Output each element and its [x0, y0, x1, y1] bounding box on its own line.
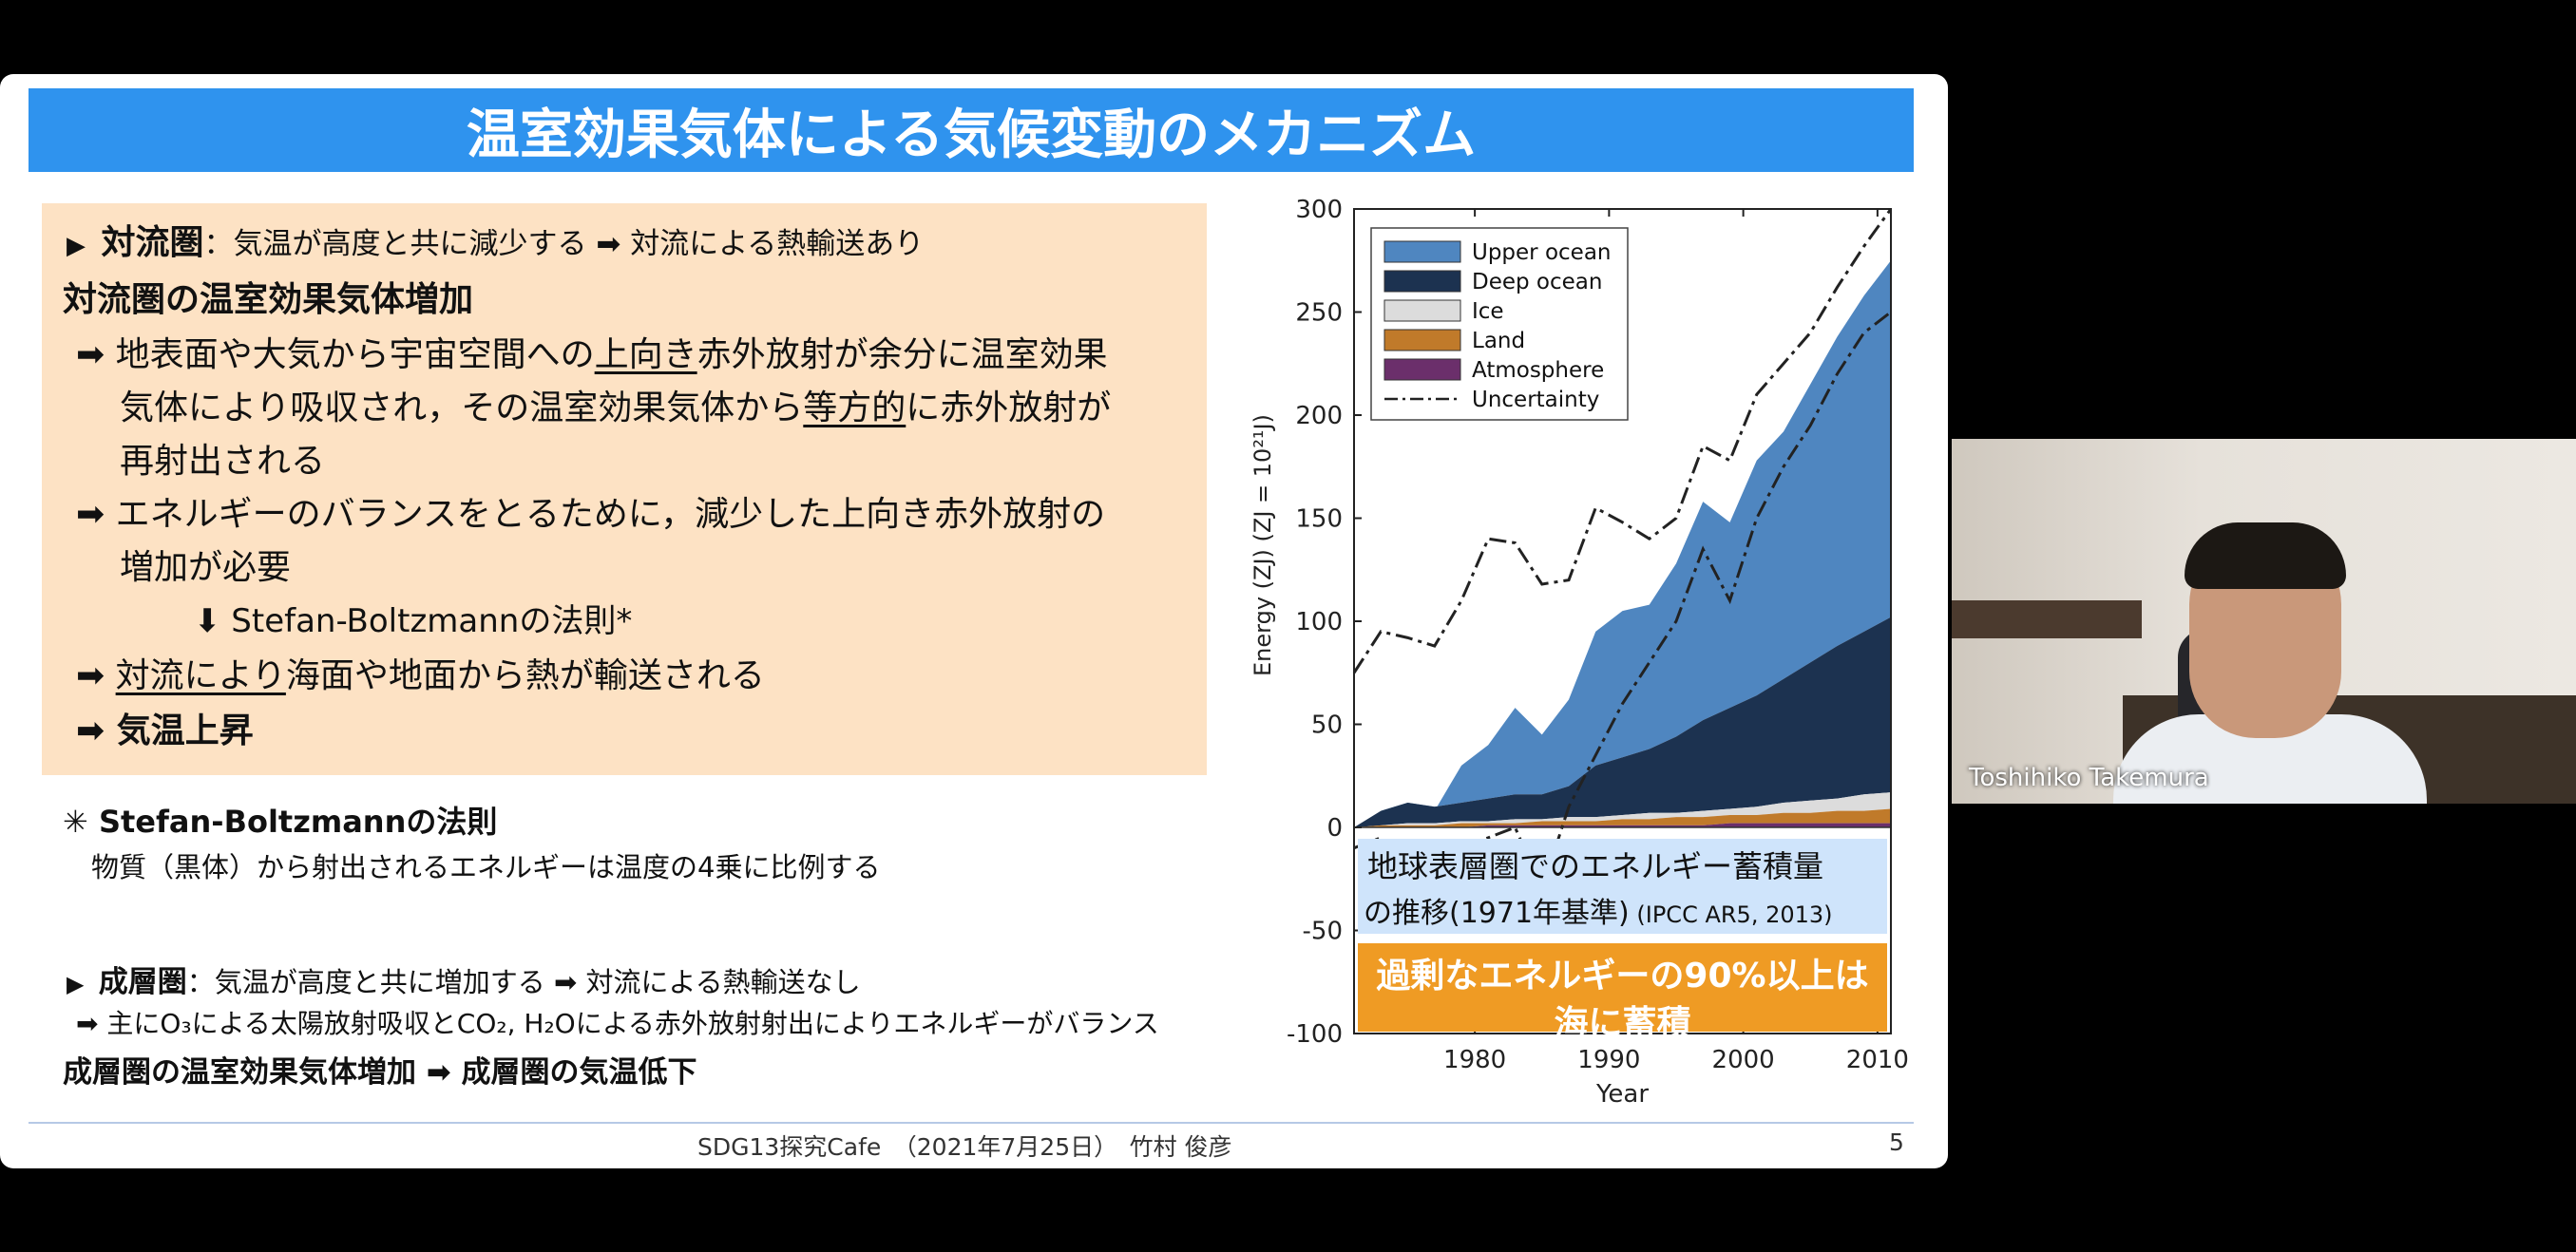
- annotation-orange-box: [1358, 943, 1887, 1032]
- area-atmosphere: [1354, 823, 1891, 827]
- underlined-text: 上向き: [594, 335, 697, 374]
- text: 赤外放射が余分に温室効果: [696, 335, 1108, 374]
- y-tick-label: 0: [1326, 814, 1343, 843]
- stratosphere-label: 成層圏: [98, 965, 187, 999]
- arrow-item-1-line1: ➡ 地表面や大気から宇宙空間への上向き赤外放射が余分に温室効果: [76, 327, 1108, 376]
- page-number: 5: [1889, 1129, 1904, 1156]
- legend-swatch: [1383, 299, 1461, 322]
- uncertainty-upper-line: [1352, 208, 1893, 674]
- x-tick-label: 2000: [1712, 1046, 1775, 1074]
- y-axis-label: Energy (ZJ) (ZJ = 10²¹J): [1250, 414, 1276, 676]
- y-tick-label: 150: [1295, 505, 1343, 534]
- area-deep-ocean: [1354, 617, 1891, 827]
- stratosphere-desc: ：気温が高度と共に増加する ➡ 対流による熱輸送なし: [186, 966, 861, 998]
- legend-label: Atmosphere: [1472, 358, 1604, 383]
- stratosphere-balance: ➡ 主にO₃による太陽放射吸収とCO₂, H₂Oによる赤外放射射出によりエネルギ…: [76, 1008, 1159, 1039]
- text: 海面や地面から熱が輸送される: [285, 656, 765, 695]
- video-person-hair: [2185, 522, 2346, 589]
- y-tick-label: -100: [1287, 1020, 1343, 1049]
- area-upper-ocean: [1354, 260, 1891, 827]
- arrow-item-2-line1: ➡ エネルギーのバランスをとるために，減少した上向き赤外放射の: [76, 486, 1105, 536]
- arrow-item-4: ➡ 気温上昇: [76, 703, 254, 752]
- arrow-right-icon: ➡: [76, 335, 105, 374]
- footer-center: SDG13探究Cafe （2021年7月25日） 竹村 俊彦: [697, 1133, 1232, 1161]
- x-tick-label: 1990: [1577, 1046, 1640, 1074]
- arrow-item-3: ➡ 対流により海面や地面から熱が輸送される: [76, 648, 765, 697]
- stefan-boltzmann-arrow: ⬇ Stefan-Boltzmannの法則*: [194, 602, 633, 640]
- energy-accumulation-chart: 300 250 200 150 100 50 0 -50 -100 1980 1990 2000 201…: [1250, 196, 1909, 1109]
- bullet-icon: ▶: [67, 232, 102, 260]
- arrow-right-icon: ➡: [76, 711, 105, 750]
- area-ice: [1354, 792, 1891, 827]
- arrow-right-icon: ➡: [76, 656, 105, 695]
- x-tick-label: 2010: [1846, 1046, 1909, 1074]
- x-tick-label: 1980: [1443, 1046, 1506, 1074]
- slide-title: 温室効果気体による気候変動のメカニズム: [29, 88, 1914, 172]
- text: 地表面や大気から宇宙空間への: [115, 335, 595, 374]
- annotation-blue-box: [1358, 839, 1887, 934]
- presentation-slide: 温室効果気体による気候変動のメカニズム ▶ 対流圏：気温が高度と共に減少する ➡…: [0, 74, 1948, 1168]
- text: 気体により吸収され，その温室効果気体から: [120, 389, 804, 427]
- x-axis-label: Year: [1595, 1080, 1649, 1109]
- arrow-right-icon: ➡: [76, 495, 105, 534]
- y-tick-label: 50: [1311, 711, 1343, 740]
- bullet-icon: ▶: [67, 971, 99, 997]
- arrow-item-1-line3: 再射出される: [120, 442, 326, 481]
- stratosphere-conclusion: 成層圏の温室効果気体増加 ➡ 成層圏の気温低下: [63, 1055, 697, 1090]
- legend-swatch: [1383, 270, 1461, 293]
- y-tick-label: 250: [1295, 299, 1343, 328]
- annotation-orange-line2: 海に蓄積: [1554, 1004, 1690, 1043]
- participant-video-tile[interactable]: Toshihiko Takemura: [1952, 439, 2576, 804]
- legend-label: Deep ocean: [1472, 270, 1602, 294]
- arrow-item-2-line2: 増加が必要: [120, 548, 292, 587]
- legend-swatch: [1383, 358, 1461, 381]
- troposphere-line: ▶ 対流圏：気温が高度と共に減少する ➡ 対流による熱輸送あり: [67, 215, 924, 264]
- area-land: [1354, 808, 1891, 827]
- troposphere-increase-heading: 対流圏の温室効果気体増加: [63, 280, 474, 319]
- stratosphere-line: ▶ 成層圏：気温が高度と共に増加する ➡ 対流による熱輸送なし: [67, 958, 861, 1000]
- legend-swatch: [1383, 329, 1461, 351]
- annotation-blue-line2: の推移(1971年基準) (IPCC AR5, 2013): [1364, 897, 1833, 930]
- y-tick-label: 100: [1295, 608, 1343, 636]
- underlined-text: 対流により: [115, 656, 286, 695]
- text: に赤外放射が: [906, 389, 1112, 427]
- note-heading: ✳ Stefan-Boltzmannの法則: [63, 804, 498, 840]
- troposphere-label: 対流圏: [101, 223, 204, 262]
- underlined-text: 等方的: [803, 389, 906, 427]
- participant-name: Toshihiko Takemura: [1969, 764, 2209, 792]
- text: 気温上昇: [116, 711, 254, 750]
- legend-label: Upper ocean: [1472, 240, 1612, 265]
- y-tick-label: 300: [1295, 196, 1343, 224]
- y-tick-label: 200: [1295, 402, 1343, 430]
- text: エネルギーのバランスをとるために，減少した上向き赤外放射の: [115, 495, 1106, 534]
- note-text: 物質（黒体）から射出されるエネルギーは温度の4乗に比例する: [91, 851, 881, 883]
- troposphere-box: [42, 203, 1207, 775]
- footer-divider: [29, 1122, 1914, 1124]
- legend-label: Land: [1472, 329, 1525, 353]
- annotation-blue-line1: 地球表層圏でのエネルギー蓄積量: [1367, 848, 1823, 884]
- y-tick-label: -50: [1303, 918, 1343, 946]
- legend-label: Uncertainty: [1472, 388, 1599, 412]
- legend-swatch: [1383, 240, 1461, 263]
- video-shelf: [1952, 600, 2142, 638]
- arrow-item-1-line2: 気体により吸収され，その温室効果気体から等方的に赤外放射が: [120, 380, 1111, 429]
- annotation-orange-line1: 過剰なエネルギーの90%以上は: [1376, 957, 1868, 996]
- legend-label: Ice: [1472, 299, 1504, 324]
- annotation-blue-main: の推移(1971年基準): [1364, 897, 1630, 930]
- troposphere-desc: ：気温が高度と共に減少する ➡ 対流による熱輸送あり: [203, 227, 925, 261]
- annotation-blue-citation: (IPCC AR5, 2013): [1630, 901, 1833, 928]
